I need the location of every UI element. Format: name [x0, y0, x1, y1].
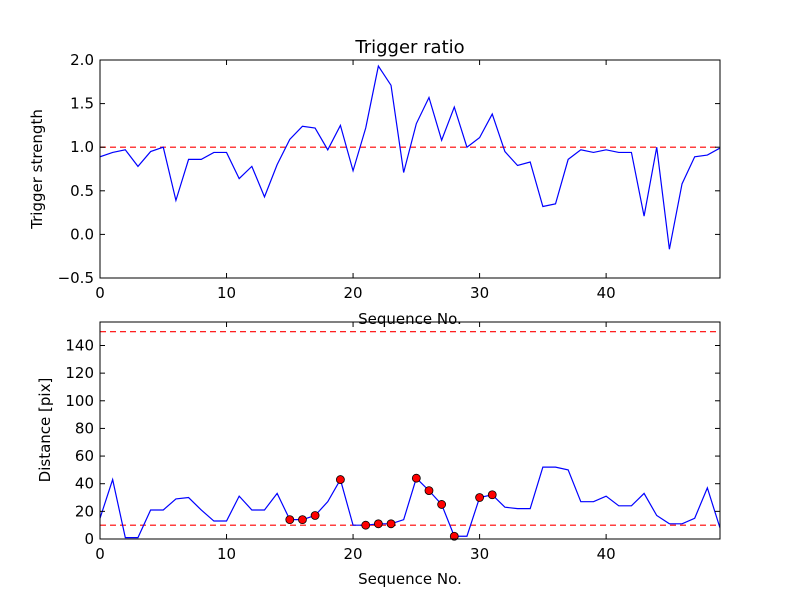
x-tick-label: 20	[344, 284, 363, 302]
y-tick-label: 120	[65, 364, 94, 382]
x-tick-label: 0	[95, 545, 105, 563]
data-point-marker	[487, 490, 497, 500]
x-axis-label: Sequence No.	[358, 570, 462, 588]
plot-area	[100, 64, 720, 250]
y-tick-label: 1.0	[70, 138, 94, 156]
data-point-marker	[298, 515, 307, 525]
data-point-marker	[373, 519, 383, 529]
data-point-marker	[411, 473, 421, 483]
x-tick-label: 30	[470, 545, 489, 563]
y-tick-label: 80	[75, 419, 94, 437]
y-axis-label: Trigger strength	[28, 109, 46, 230]
y-tick-label: 40	[75, 475, 94, 493]
x-tick-label: 40	[597, 545, 616, 563]
plot-frame	[99, 321, 721, 540]
x-tick-label: 20	[344, 545, 363, 563]
y-tick-label: 0.0	[70, 225, 94, 243]
x-tick-label: 10	[217, 545, 236, 563]
distance-subplot: Sequence No. Distance [pix] 0 10 20 30 40 0 20…	[36, 321, 721, 588]
data-point-marker	[361, 520, 371, 530]
data-point-marker	[424, 486, 434, 496]
data-point-marker	[336, 475, 345, 484]
chart-title: Trigger ratio	[354, 37, 464, 58]
y-tick-label: 0	[84, 530, 94, 548]
x-tick-label: 40	[597, 284, 616, 302]
y-tick-label: 0.5	[70, 182, 94, 200]
y-tick-label: 20	[75, 502, 94, 520]
plot-frame	[99, 59, 721, 279]
data-point-marker	[437, 500, 447, 509]
y-tick-label: 60	[75, 447, 94, 465]
y-tick-label: 100	[65, 392, 94, 410]
y-tick-label: 2.0	[70, 51, 94, 69]
y-tick-label: 1.5	[70, 95, 94, 113]
data-point-marker	[310, 511, 320, 520]
trigger-ratio-subplot: Trigger ratio Sequence No. Trigger stren…	[28, 37, 721, 328]
x-axis-label: Sequence No.	[358, 310, 462, 328]
x-tick-label: 10	[217, 284, 236, 302]
y-tick-label: −0.5	[58, 269, 94, 287]
series-line	[100, 64, 720, 250]
series-line	[100, 466, 720, 539]
data-point-marker	[475, 493, 484, 502]
data-point-marker	[386, 519, 396, 529]
y-axis-label: Distance [pix]	[36, 378, 54, 483]
y-tick-label: 140	[65, 336, 94, 354]
data-point-marker	[449, 531, 459, 541]
x-tick-label: 0	[95, 284, 105, 302]
plot-area	[100, 331, 720, 539]
x-tick-label: 30	[470, 284, 489, 302]
data-point-marker	[285, 515, 295, 525]
